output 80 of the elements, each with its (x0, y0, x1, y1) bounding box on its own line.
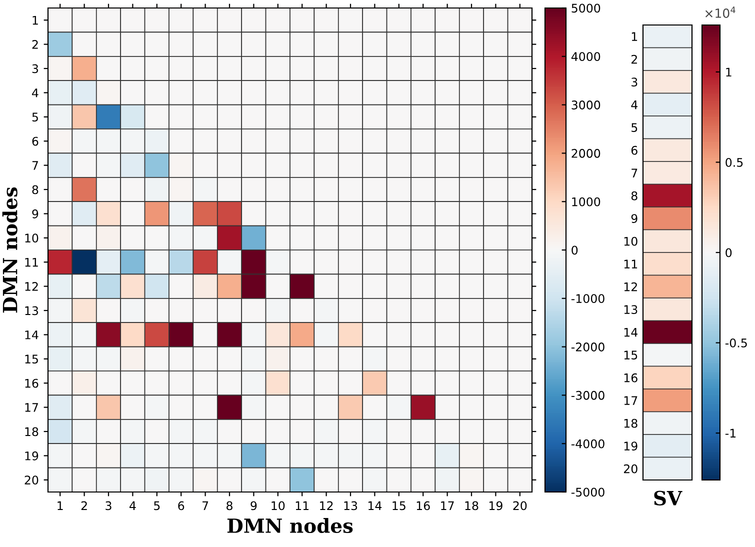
y-tick-label: 18 (624, 418, 638, 428)
x-tick-label: 11 (296, 501, 309, 510)
color-bar-label: -5000 (571, 488, 604, 497)
y-tick-label: 8 (631, 191, 638, 200)
y-tick-label: 16 (624, 373, 638, 382)
y-tick-label: 10 (624, 236, 638, 246)
y-tick-label: 11 (25, 258, 38, 267)
x-tick-label: 20 (513, 501, 527, 510)
y-tick-label: 18 (25, 427, 38, 436)
x-tick-label: 14 (368, 501, 382, 510)
color-bar-label: 0 (726, 248, 732, 258)
y-tick-label: 2 (32, 40, 38, 49)
color-bar-label: -1 (725, 428, 736, 438)
y-tick-label: 4 (631, 100, 638, 110)
y-tick-label: 3 (32, 64, 38, 74)
y-tick-label: 5 (632, 123, 638, 132)
y-tick-label: 17 (624, 396, 638, 405)
x-tick-label: 12 (320, 501, 333, 510)
y-tick-label: 1 (632, 32, 638, 41)
y-tick-label: 6 (631, 146, 638, 155)
color-bar-label: -1000 (571, 294, 604, 304)
y-tick-label: 20 (624, 464, 638, 474)
y-tick-label: 15 (25, 354, 38, 364)
y-tick-label: 9 (32, 209, 38, 218)
x-tick-label: 13 (344, 501, 358, 510)
color-bar-label: 3000 (572, 100, 600, 110)
y-tick-label: 7 (632, 168, 638, 178)
color-bar-label: 1000 (572, 197, 600, 206)
y-tick-label: 12 (25, 282, 38, 291)
y-tick-label: 5 (32, 112, 38, 122)
x-axis-title: SV (654, 490, 682, 506)
color-bar-label: -4000 (571, 439, 604, 448)
color-bar-label: -2000 (571, 342, 604, 352)
color-bar-label: 1 (726, 68, 732, 76)
x-tick-label: 17 (441, 501, 454, 510)
x-axis-title: DMN nodes (227, 518, 353, 534)
y-tick-label: 11 (624, 260, 638, 268)
y-tick-label: 19 (624, 442, 638, 451)
y-tick-label: 14 (624, 328, 638, 337)
y-tick-label: 6 (32, 136, 38, 146)
x-tick-label: 1 (58, 501, 63, 510)
y-tick-label: 14 (25, 330, 38, 340)
y-tick-label: 16 (25, 378, 38, 388)
y-tick-label: 4 (32, 88, 38, 98)
color-bar-label: -3000 (571, 390, 604, 400)
x-tick-label: 15 (392, 501, 406, 510)
x-tick-label: 4 (130, 501, 136, 510)
x-tick-label: 18 (465, 501, 478, 510)
x-tick-label: 6 (178, 501, 184, 510)
color-bar-label: 0.5 (726, 158, 743, 167)
x-tick-label: 2 (81, 501, 87, 510)
y-tick-label: 13 (25, 306, 38, 316)
y-tick-label: 7 (32, 161, 38, 170)
x-tick-label: 7 (202, 501, 208, 510)
color-bar-label: 0 (572, 246, 578, 255)
color-bar-label: 2000 (572, 148, 600, 158)
x-tick-label: 19 (489, 501, 502, 510)
y-tick-label: 9 (631, 214, 638, 224)
y-tick-label: 3 (632, 78, 638, 87)
y-tick-label: 8 (32, 185, 38, 194)
y-tick-label: 17 (25, 403, 38, 412)
x-tick-label: 10 (272, 501, 285, 510)
color-bar-label: 4000 (571, 52, 600, 62)
y-tick-label: 15 (624, 350, 638, 360)
text: ×10$^{4}$ (705, 6, 736, 18)
y-tick-label: 13 (624, 305, 638, 314)
x-tick-label: 3 (106, 501, 112, 510)
x-tick-label: 16 (416, 501, 430, 510)
x-tick-label: 9 (250, 501, 257, 510)
x-tick-label: 5 (154, 501, 160, 510)
y-tick-label: 2 (631, 54, 637, 64)
y-tick-label: 20 (24, 476, 38, 485)
y-tick-label: 1 (32, 16, 38, 25)
y-tick-label: 10 (25, 234, 38, 243)
color-bar-label: -0.5 (725, 338, 747, 348)
y-tick-label: 19 (25, 451, 38, 460)
y-axis-title: DMN nodes (2, 187, 18, 313)
y-tick-label: 12 (624, 282, 637, 292)
color-bar-label: 5000 (572, 4, 600, 13)
x-tick-label: 8 (226, 501, 232, 510)
